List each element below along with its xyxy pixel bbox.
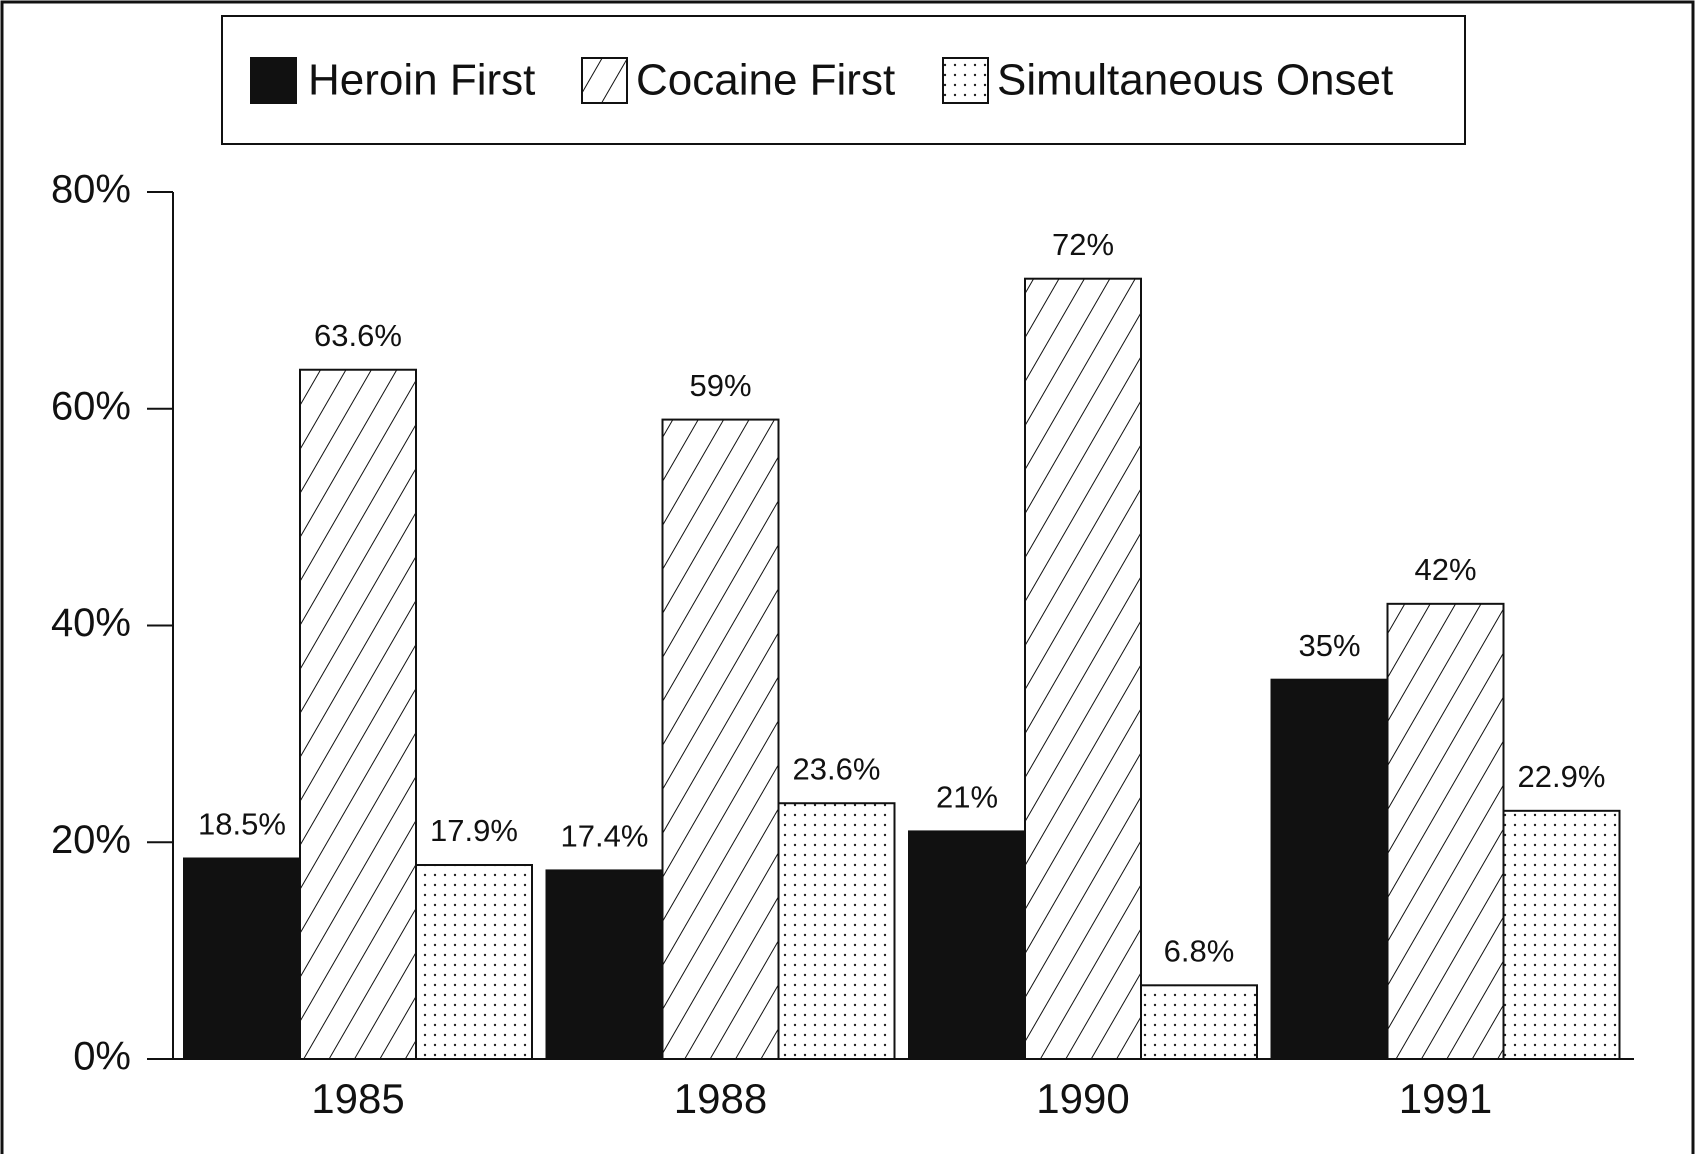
value-label: 35% [1298,628,1360,663]
value-label: 22.9% [1518,759,1606,794]
x-tick-label: 1988 [674,1075,767,1122]
value-label: 23.6% [793,751,881,786]
bar [415,864,533,1060]
bar [777,802,896,1060]
value-label: 72% [1052,227,1114,262]
value-label: 17.4% [561,819,649,854]
y-tick-label: 20% [51,818,131,862]
legend-swatch [250,57,297,104]
y-tick-label: 40% [51,601,131,645]
y-tick-label: 0% [73,1035,131,1079]
bar [1140,984,1258,1060]
bar [183,857,301,1060]
value-label: 63.6% [314,318,402,353]
legend-box [221,15,1466,145]
bar [661,418,780,1060]
bar [299,368,417,1060]
legend-label: Heroin First [308,56,535,105]
value-label: 42% [1414,552,1476,587]
value-label: 21% [936,780,998,815]
legend-label: Cocaine First [636,56,895,105]
legend-swatch [942,57,989,104]
x-tick-label: 1985 [311,1075,404,1122]
value-label: 17.9% [430,813,518,848]
y-tick-label: 60% [51,384,131,428]
bar [545,869,664,1060]
legend-swatch [581,57,628,104]
value-label: 18.5% [198,807,286,842]
bar [1024,277,1142,1060]
x-tick-label: 1990 [1036,1075,1129,1122]
x-tick-label: 1991 [1399,1075,1492,1122]
legend-label: Simultaneous Onset [997,56,1393,105]
bar [1502,809,1621,1060]
bar [1270,678,1389,1060]
y-tick-label: 80% [51,168,131,212]
bar [908,830,1026,1060]
bar [1386,602,1505,1060]
value-label: 6.8% [1164,933,1235,968]
value-label: 59% [689,368,751,403]
